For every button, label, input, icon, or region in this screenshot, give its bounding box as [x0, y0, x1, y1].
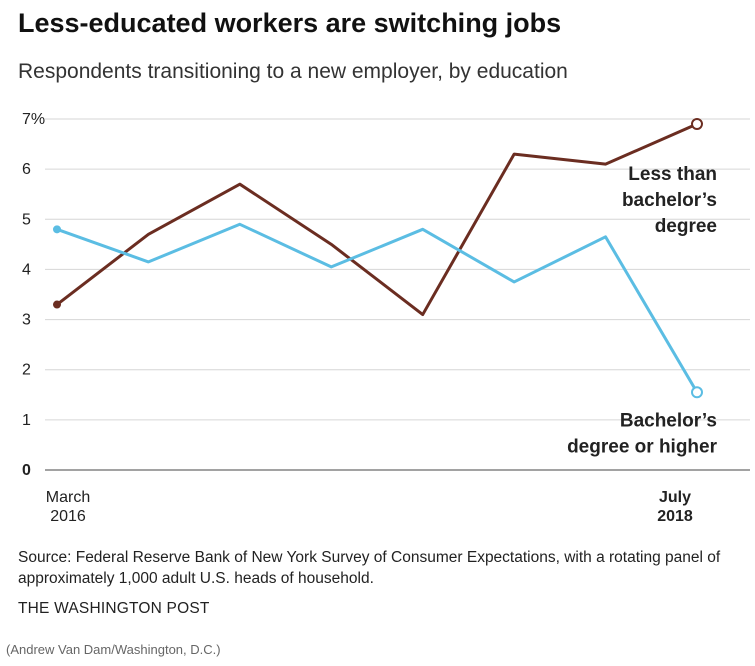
x-tick-label-start: 2016	[50, 508, 86, 525]
y-tick-label: 5	[22, 211, 31, 228]
series-label-0: degree	[655, 216, 717, 237]
y-tick-label: 3	[22, 312, 31, 329]
photo-credit: (Andrew Van Dam/Washington, D.C.)	[6, 642, 221, 657]
chart-title: Less-educated workers are switching jobs	[18, 8, 562, 38]
y-tick-label: 0	[22, 462, 31, 479]
series-end-marker-0	[691, 118, 703, 131]
x-tick-label-end: July	[659, 489, 691, 506]
y-tick-label: 1	[22, 412, 31, 429]
series-end-marker-1	[691, 386, 703, 399]
y-tick-label: 6	[22, 161, 31, 178]
x-tick-label-end: 2018	[657, 508, 693, 525]
series-label-0: Less than	[628, 164, 717, 185]
series-label-1: Bachelor’s	[620, 410, 717, 431]
series-start-marker-1	[53, 225, 61, 234]
publisher-name: THE WASHINGTON POST	[18, 600, 210, 617]
x-tick-label-start: March	[46, 489, 90, 506]
series-label-0: bachelor’s	[622, 190, 717, 211]
series-line-0	[56, 122, 698, 317]
series-line-1	[56, 222, 699, 394]
y-tick-label: 2	[22, 362, 31, 379]
chart-subtitle: Respondents transitioning to a new emplo…	[18, 60, 568, 83]
series-start-marker-0	[53, 300, 61, 309]
y-tick-label: 4	[22, 261, 31, 278]
y-tick-label: 7%	[22, 111, 45, 128]
source-note: Source: Federal Reserve Bank of New York…	[18, 549, 721, 587]
series-label-1: degree or higher	[567, 436, 718, 457]
line-chart: 7% 6 5 4 3 2 1 0 March 2016 July 2018 Less than bache…	[22, 111, 750, 525]
